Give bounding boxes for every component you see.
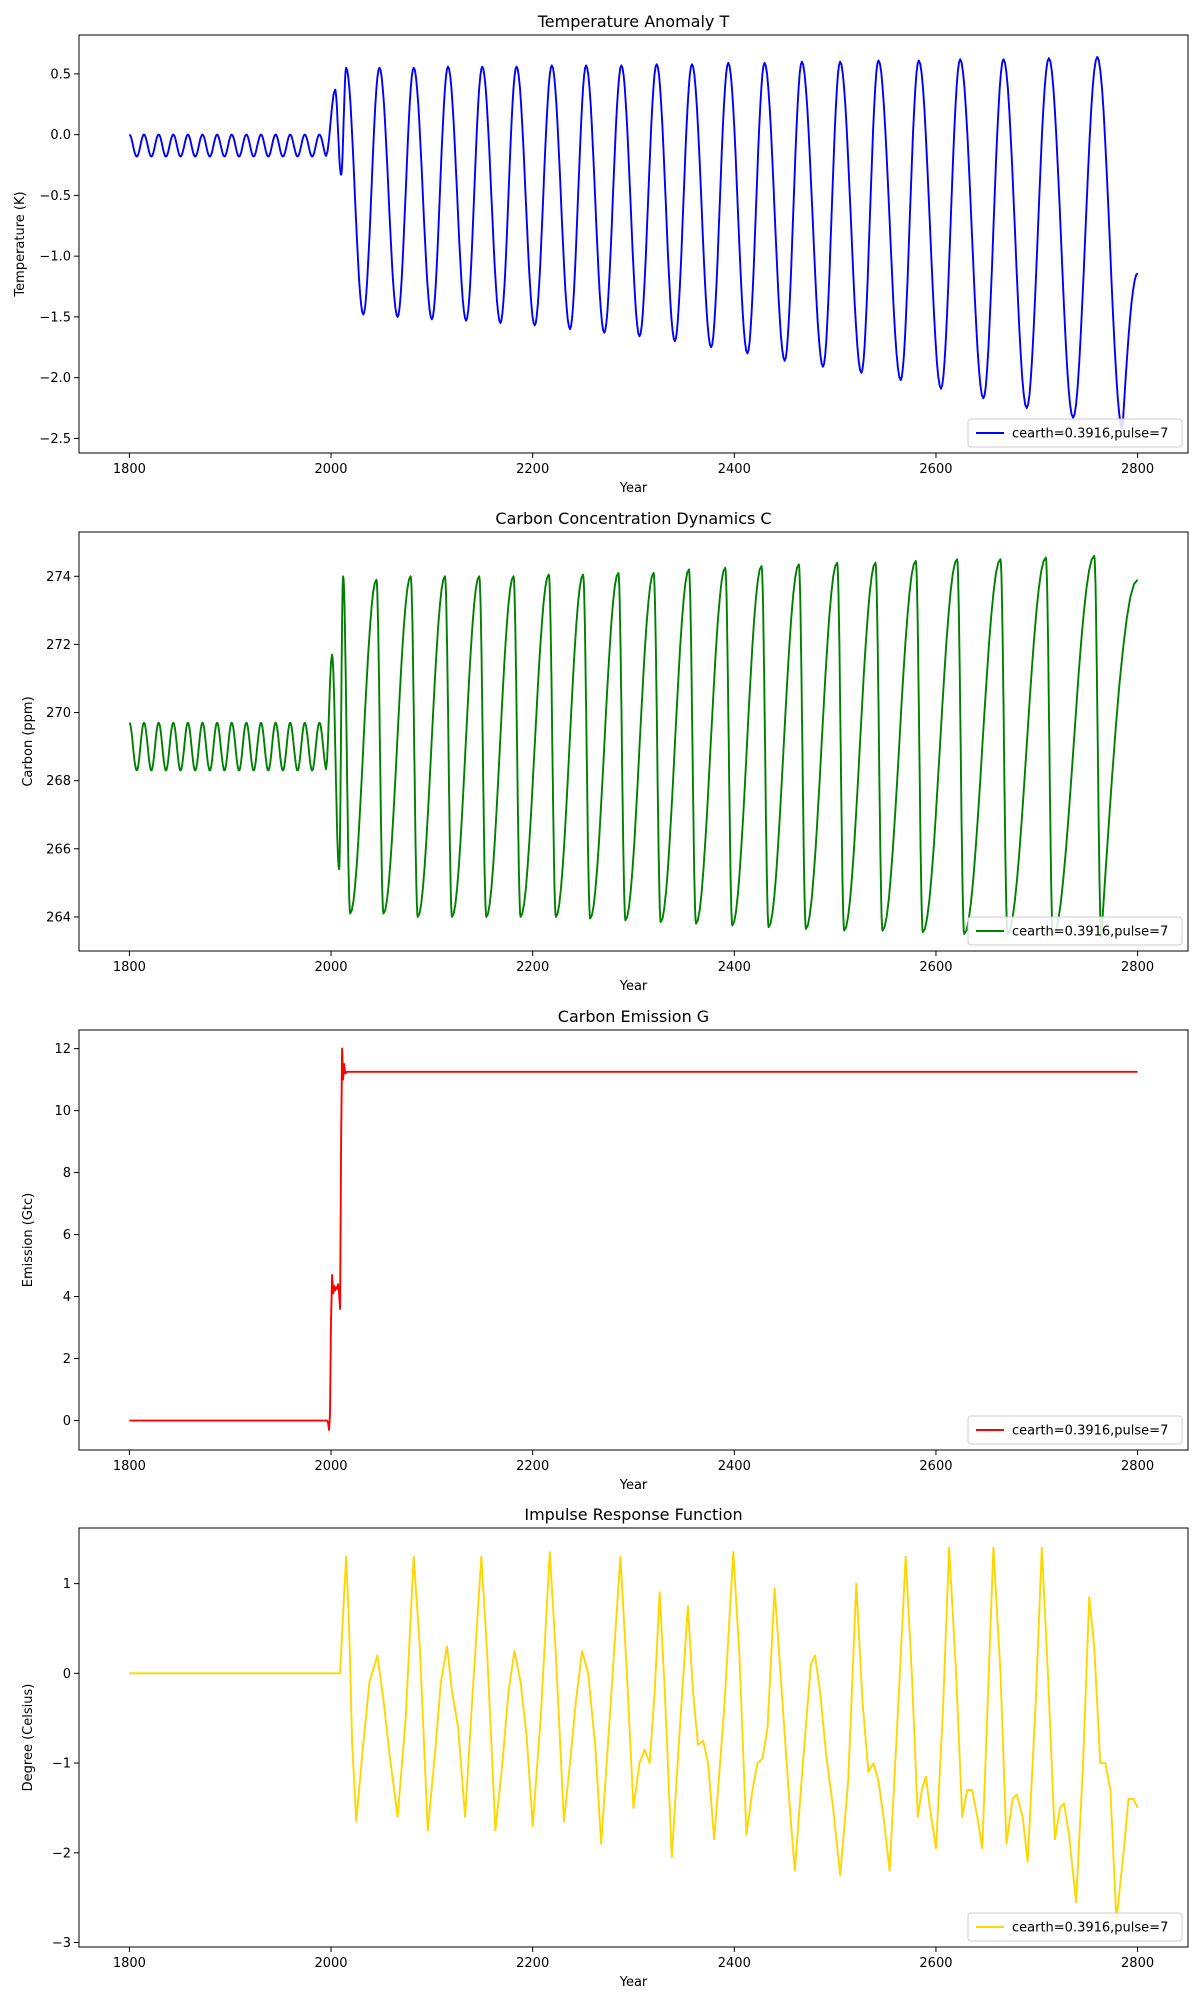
x-tick-label: 1800 (113, 1956, 146, 1971)
x-tick-label: 2600 (919, 1459, 952, 1474)
x-tick-label: 2800 (1121, 462, 1154, 477)
y-tick-label: 0.0 (50, 128, 71, 143)
y-tick-label: −1.5 (39, 310, 71, 325)
x-tick-label: 2600 (919, 1956, 952, 1971)
legend-box (967, 916, 1183, 946)
x-tick-label: 1800 (113, 960, 146, 975)
series-line (128, 554, 1139, 939)
y-tick-label: −1.0 (39, 250, 71, 265)
y-tick-label: 274 (46, 570, 71, 585)
plot-frame (78, 1527, 1189, 1948)
y-tick-label: 6 (63, 1228, 71, 1243)
x-tick-label: 2200 (516, 462, 549, 477)
x-tick-label: 2400 (718, 1956, 751, 1971)
legend-label: cearth=0.3916,pulse=7 (1012, 1424, 1168, 1439)
y-tick-label: 0.5 (50, 67, 71, 82)
y-tick-label: 2 (63, 1352, 71, 1367)
y-axis-label: Carbon (ppm) (21, 696, 36, 786)
chart-title: Impulse Response Function (524, 1505, 742, 1524)
legend-box (967, 418, 1183, 448)
legend-label: cearth=0.3916,pulse=7 (1012, 427, 1168, 442)
legend: cearth=0.3916,pulse=7 (967, 418, 1183, 448)
series-line (129, 1047, 1138, 1431)
legend-box (967, 1415, 1183, 1445)
y-tick-label: 8 (63, 1166, 71, 1181)
y-tick-label: −0.5 (39, 189, 71, 204)
x-tick-label: 2800 (1121, 1459, 1154, 1474)
y-tick-label: 0 (63, 1414, 71, 1429)
x-tick-label: 2200 (516, 960, 549, 975)
y-tick-label: −2 (52, 1846, 71, 1861)
legend-label: cearth=0.3916,pulse=7 (1012, 1921, 1168, 1936)
x-tick-label: 2200 (516, 1459, 549, 1474)
plot-frame (78, 531, 1189, 952)
x-tick-label: 2600 (919, 462, 952, 477)
y-tick-label: 266 (46, 842, 71, 857)
y-axis-label: Emission (Gtc) (21, 1193, 36, 1287)
y-tick-label: 10 (54, 1104, 71, 1119)
x-tick-label: 2000 (314, 960, 347, 975)
x-axis-label: Year (619, 1478, 648, 1493)
x-tick-label: 2000 (314, 1956, 347, 1971)
series-line (128, 55, 1139, 430)
legend: cearth=0.3916,pulse=7 (967, 1415, 1183, 1445)
y-tick-label: −2.5 (39, 432, 71, 447)
x-tick-label: 2000 (314, 1459, 347, 1474)
legend-label: cearth=0.3916,pulse=7 (1012, 925, 1168, 940)
x-tick-label: 1800 (113, 462, 146, 477)
y-tick-label: 0 (63, 1667, 71, 1682)
y-axis-label: Degree (Celsius) (21, 1684, 36, 1792)
plot-frame (78, 1029, 1189, 1451)
y-tick-label: −1 (52, 1757, 71, 1772)
x-axis-label: Year (619, 481, 648, 496)
x-tick-label: 2800 (1121, 1956, 1154, 1971)
series-line (129, 1546, 1139, 1922)
y-tick-label: −3 (52, 1936, 71, 1951)
x-axis-label: Year (619, 1975, 648, 1990)
legend-box (967, 1912, 1183, 1942)
y-tick-label: 4 (63, 1290, 71, 1305)
y-tick-label: 12 (54, 1042, 71, 1057)
chart-title: Carbon Concentration Dynamics C (495, 509, 771, 528)
x-tick-label: 2200 (516, 1956, 549, 1971)
y-tick-label: 1 (63, 1577, 71, 1592)
x-axis-label: Year (619, 979, 648, 994)
y-tick-label: 268 (46, 774, 71, 789)
y-tick-label: −2.0 (39, 371, 71, 386)
chart-title: Temperature Anomaly T (537, 12, 730, 31)
x-tick-label: 2000 (314, 462, 347, 477)
plot-frame (78, 34, 1189, 454)
x-tick-label: 2400 (718, 462, 751, 477)
chart-title: Carbon Emission G (558, 1007, 709, 1026)
x-tick-label: 1800 (113, 1459, 146, 1474)
legend: cearth=0.3916,pulse=7 (967, 1912, 1183, 1942)
y-tick-label: 264 (46, 910, 71, 925)
chart-panel-2: Carbon Concentration Dynamics C 1800 2000 2… (21, 509, 1189, 994)
x-tick-label: 2800 (1121, 960, 1154, 975)
legend: cearth=0.3916,pulse=7 (967, 916, 1183, 946)
x-tick-label: 2600 (919, 960, 952, 975)
chart-panel-4: Impulse Response Function 1800 2000 2200 240… (21, 1505, 1189, 1990)
y-axis-label: Temperature (K) (13, 191, 28, 297)
x-tick-label: 2400 (718, 1459, 751, 1474)
y-tick-label: 270 (46, 706, 71, 721)
y-tick-label: 272 (46, 638, 71, 653)
x-tick-label: 2400 (718, 960, 751, 975)
chart-panel-1: Temperature Anomaly T 1800 2000 2200 2400 260… (13, 12, 1189, 496)
